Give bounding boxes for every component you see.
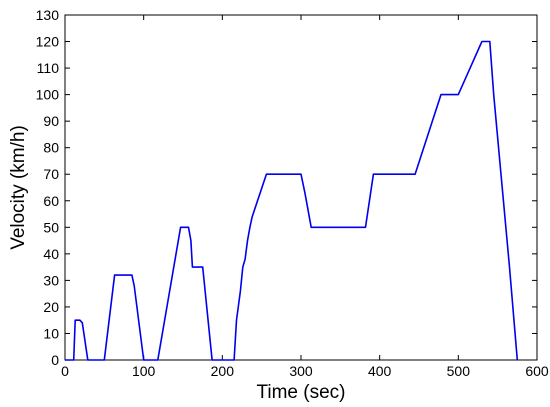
y-tick-label: 80 [43,140,59,156]
tick-labels: 0 100 200 300 400 500 600 0 10 20 30 40 50 60 70 80 90 10… [36,7,549,379]
y-tick-label: 50 [43,219,59,235]
y-tick-label: 120 [36,34,60,50]
x-tick-label: 300 [289,363,313,379]
y-tick-label: 0 [51,352,59,368]
y-tick-label: 100 [36,87,60,103]
x-tick-label: 0 [61,363,69,379]
y-tick-label: 90 [43,113,59,129]
velocity-series-line [65,40,519,361]
x-tick-label: 500 [447,363,471,379]
y-axis-label: Velocity (km/h) [8,125,29,250]
x-tick-label: 100 [132,363,156,379]
x-axis-label: Time (sec) [256,382,345,403]
y-tick-label: 10 [43,325,59,341]
series-layer [65,40,519,361]
y-tick-label: 130 [36,7,60,23]
y-tick-label: 20 [43,299,59,315]
x-tick-label: 600 [525,363,549,379]
y-tick-label: 110 [37,60,60,76]
y-tick-label: 60 [43,193,59,209]
plot-area [64,14,538,361]
y-tick-label: 30 [43,272,59,288]
axis-ticks [64,14,538,361]
y-tick-label: 70 [43,166,59,182]
x-tick-label: 400 [368,363,392,379]
x-tick-label: 200 [211,363,235,379]
y-tick-label: 40 [43,246,59,262]
